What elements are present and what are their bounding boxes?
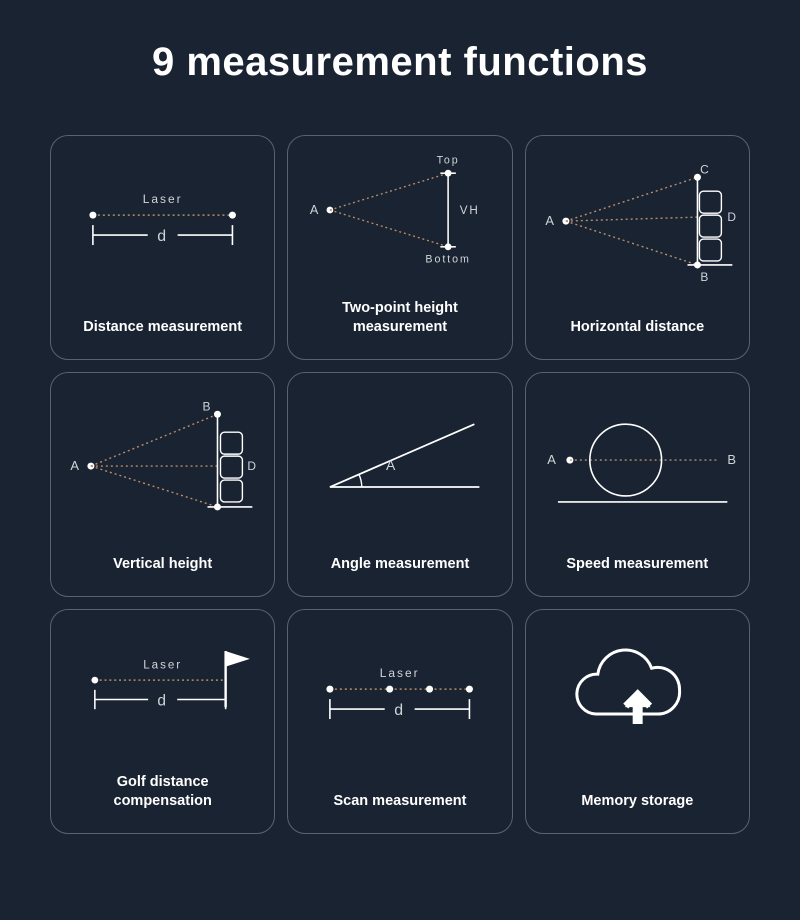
card-memory: Memory storage [525, 609, 750, 834]
svg-text:Top: Top [437, 155, 460, 167]
card-caption: Memory storage [538, 786, 737, 821]
card-scan: Laser d Scan measurement [287, 609, 512, 834]
svg-text:A: A [547, 452, 558, 467]
svg-text:A: A [545, 213, 556, 228]
card-caption: Vertical height [63, 549, 262, 584]
svg-text:D: D [247, 459, 258, 473]
card-caption: Speed measurement [538, 549, 737, 584]
svg-text:VH: VH [460, 204, 480, 217]
svg-text:Bottom: Bottom [426, 253, 471, 265]
card-caption: Horizontal distance [538, 312, 737, 347]
card-caption: Scan measurement [300, 786, 499, 821]
svg-text:B: B [727, 452, 737, 467]
svg-text:Laser: Laser [143, 192, 183, 206]
card-two-point-height: A Top Bottom VH Two-point height measure… [287, 135, 512, 360]
svg-text:A: A [70, 458, 81, 473]
diagram-svg [538, 622, 737, 786]
svg-text:A: A [310, 203, 320, 217]
diagram-svg: A C D B [538, 148, 737, 312]
svg-text:A: A [386, 457, 397, 473]
card-speed: A B Speed measurement [525, 372, 750, 597]
diagram-svg: A B D [63, 385, 262, 549]
svg-text:Laser: Laser [143, 659, 182, 672]
svg-text:d: d [157, 692, 168, 709]
diagram-svg: A B [538, 385, 737, 549]
svg-text:d: d [157, 228, 168, 245]
svg-text:D: D [727, 210, 737, 224]
card-caption: Distance measurement [63, 312, 262, 347]
card-caption: Two-point height measurement [300, 293, 499, 347]
svg-text:Laser: Laser [380, 666, 420, 680]
card-caption: Angle measurement [300, 549, 499, 584]
svg-text:C: C [700, 162, 711, 176]
diagram-svg: A Top Bottom VH [300, 148, 499, 293]
card-angle: A Angle measurement [287, 372, 512, 597]
card-vertical-height: A B D Vertical height [50, 372, 275, 597]
card-golf: Laser d Golf distance compensation [50, 609, 275, 834]
svg-text:d: d [395, 702, 406, 719]
card-horizontal-distance: A C D B Horizontal distance [525, 135, 750, 360]
card-distance: Laser d Distance measurement [50, 135, 275, 360]
diagram-svg: Laser d [300, 622, 499, 786]
card-caption: Golf distance compensation [63, 767, 262, 821]
svg-text:B: B [203, 399, 213, 413]
page-title: 9 measurement functions [50, 40, 750, 85]
svg-text:B: B [700, 270, 710, 284]
card-grid: Laser d Distance measurement A Top Botto… [50, 135, 750, 834]
diagram-svg: A [300, 385, 499, 549]
diagram-svg: Laser d [63, 148, 262, 312]
diagram-svg: Laser d [63, 622, 262, 767]
